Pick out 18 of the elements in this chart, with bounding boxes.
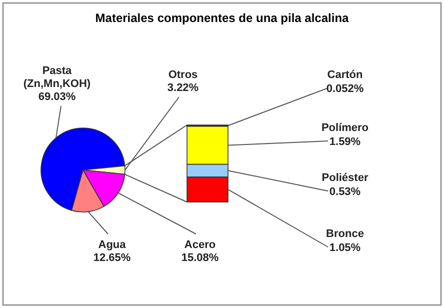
data-label: 1.59% [329, 136, 361, 148]
slice-label: Pasta (Zn,Mn,KOH) [23, 65, 91, 90]
text: Cartón [327, 69, 363, 81]
slice-label: Acero [184, 239, 216, 251]
data-label: 3.22% [167, 82, 199, 94]
data-label: 69.03% [38, 91, 76, 103]
slice-label: Agua [98, 239, 127, 251]
text: Poliéster [322, 172, 369, 184]
chart-title: Materiales componentes de una pila alcalina [95, 11, 350, 25]
data-label: 0.53% [329, 186, 361, 198]
text: Polímero [321, 122, 369, 134]
data-label: 1.05% [329, 242, 361, 254]
data-label: 12.65% [93, 252, 131, 264]
pie-slice [40, 128, 126, 211]
text: Bronce [326, 228, 364, 240]
data-label: 15.08% [181, 252, 219, 264]
slice-label: Otros [168, 69, 198, 81]
data-label: 0.052% [326, 83, 364, 95]
